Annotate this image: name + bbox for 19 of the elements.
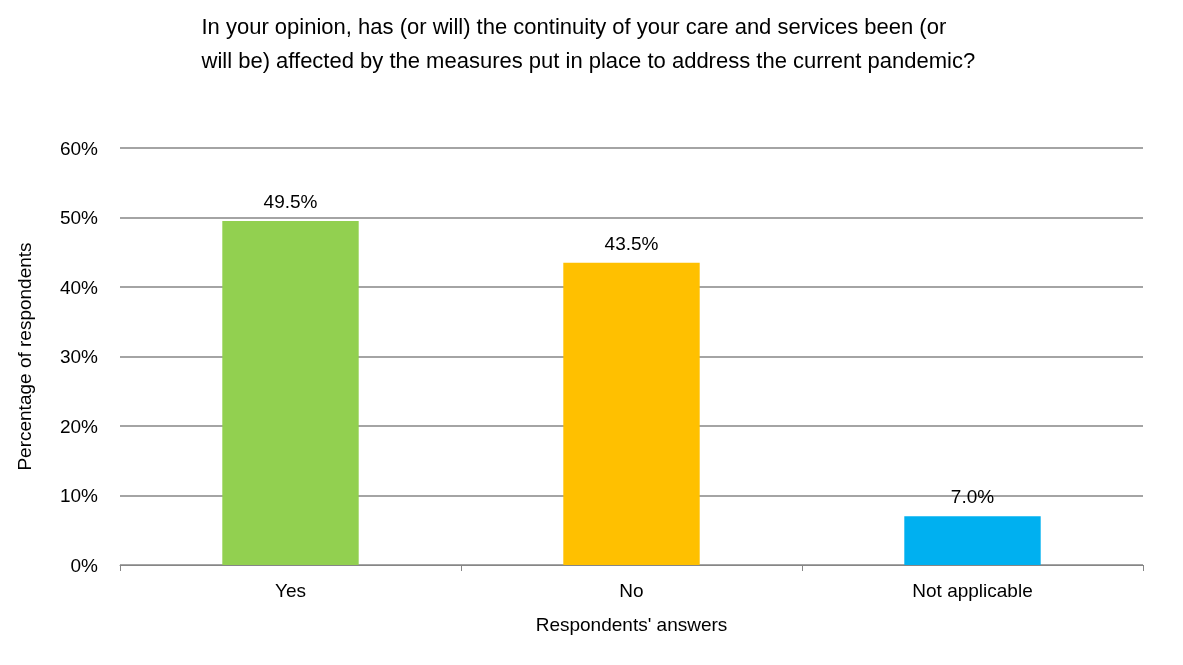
x-tick-label: No	[619, 580, 644, 601]
data-label: 7.0%	[950, 486, 995, 508]
x-axis-title: Respondents' answers	[535, 614, 728, 635]
y-tick-label: 20%	[59, 415, 99, 437]
bar	[904, 516, 1041, 565]
x-tick-label: Yes	[275, 580, 306, 601]
y-tick-label: 30%	[59, 346, 99, 367]
x-tick-label: Not applicable	[912, 580, 1033, 601]
chart-title: In your opinion, has (or will) the continuity of your care and services been (or will be) affected by the measures put in place to address the current pandemic?	[200, 13, 976, 73]
y-tick-label: 50%	[59, 207, 99, 228]
y-axis-title: Percentage of respondents	[14, 242, 35, 471]
data-label: 49.5%	[263, 190, 318, 212]
y-tick-label: 60%	[59, 137, 99, 159]
y-tick-label: 40%	[59, 276, 99, 298]
bar	[563, 262, 700, 565]
y-tick-label: 10%	[59, 485, 99, 506]
y-tick-label: 0%	[70, 554, 99, 576]
bar	[222, 220, 359, 565]
data-label: 43.5%	[604, 232, 659, 254]
